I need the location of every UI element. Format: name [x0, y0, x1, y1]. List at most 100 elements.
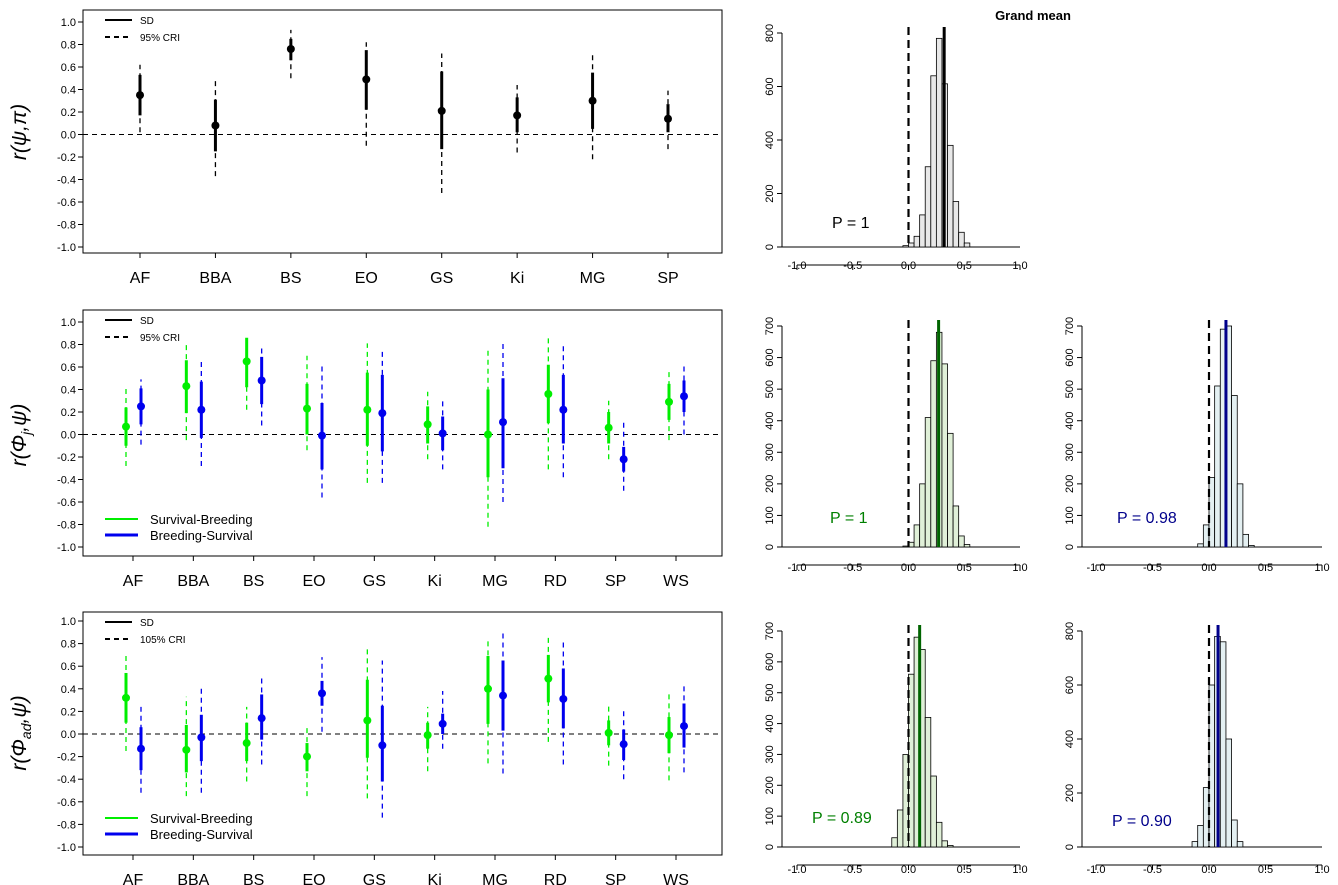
y-tick-label: 0: [764, 544, 776, 550]
mean-point: [604, 423, 613, 432]
histogram-bar: [919, 483, 926, 548]
x-tick-label: SP: [657, 270, 678, 287]
mean-point: [513, 111, 522, 120]
x-tick-label: -1.0: [1087, 562, 1106, 574]
x-tick-label: 0.0: [901, 260, 916, 272]
x-tick-label: Ki: [428, 872, 442, 885]
y-tick-label: -0.4: [57, 175, 76, 187]
y-tick-label: 0.8: [61, 40, 76, 52]
y-tick-label: 600: [1064, 676, 1076, 694]
y-tick-label: 0.4: [61, 385, 76, 397]
x-tick-label: 0.0: [901, 864, 916, 876]
mean-point: [559, 405, 568, 414]
mean-point: [182, 382, 191, 391]
y-tick-label: 300: [764, 443, 776, 461]
x-tick-label: RD: [544, 573, 567, 590]
x-tick-label: AF: [123, 872, 144, 885]
y-axis-label: r(Φad,ψ): [8, 695, 34, 770]
x-tick-label: BS: [280, 270, 301, 287]
plot-frame: [82, 309, 723, 557]
y-tick-label: 800: [1064, 622, 1076, 640]
legend-sd-label: SD: [140, 16, 154, 27]
y-tick-label: 0: [1064, 544, 1076, 550]
x-tick-label: BS: [243, 872, 264, 885]
y-tick-label: -0.8: [57, 520, 76, 532]
y-tick-label: 700: [764, 622, 776, 640]
histogram-bar: [1248, 545, 1255, 548]
x-tick-label: SP: [605, 573, 626, 590]
y-tick-label: 600: [764, 77, 776, 95]
y-tick-label: -0.6: [57, 797, 76, 809]
mean-point: [438, 719, 447, 728]
y-tick-label: -0.8: [57, 819, 76, 831]
histogram-bar: [891, 837, 898, 848]
histogram-panel-3: 0 100 200 300 400 500 600 700 -1.0 -0.5 0.0 0.5 1.0 P…: [1064, 317, 1330, 574]
x-tick-label: GS: [363, 872, 386, 885]
y-tick-label: 400: [1064, 412, 1076, 430]
x-tick-label: WS: [663, 872, 689, 885]
mean-point: [437, 106, 446, 115]
x-tick-label: BBA: [199, 270, 231, 287]
x-tick-label: -1.0: [788, 260, 807, 272]
y-tick-label: 1.0: [61, 616, 76, 628]
mean-point: [588, 96, 597, 105]
histogram-bar: [913, 235, 921, 248]
histogram-bar: [1231, 395, 1238, 548]
x-tick-label: -0.5: [843, 562, 862, 574]
y-tick-label: -0.4: [57, 475, 76, 487]
mean-point: [182, 745, 191, 754]
legend-series-label: Breeding-Survival: [150, 827, 253, 842]
x-tick-label: 0.5: [957, 260, 972, 272]
y-tick-label: 0: [764, 244, 776, 250]
y-tick-label: 700: [764, 317, 776, 335]
mean-point: [423, 731, 432, 740]
histogram-panel-4: 0 100 200 300 400 500 600 700 -1.0 -0.5 0.0 0.5 1.0 P…: [764, 622, 1028, 876]
mean-point: [257, 376, 266, 385]
y-tick-label: -1.0: [57, 542, 76, 554]
x-tick-label: -1.0: [788, 562, 807, 574]
x-tick-label: -1.0: [788, 864, 807, 876]
y-tick-label: 0.0: [61, 729, 76, 741]
histogram-bar: [947, 144, 954, 248]
mean-point: [362, 75, 371, 84]
mean-point: [664, 114, 672, 123]
histogram-bar: [1236, 483, 1244, 548]
probability-annotation: P = 0.98: [1117, 510, 1177, 527]
y-tick-label: 0.8: [61, 340, 76, 352]
dot-whisker-panel-2: 1.0 0.8 0.6 0.4 0.2 0.0 -0.2 -0.4 -0.6 -0.8 -1.0 r(…: [8, 309, 723, 590]
mean-point: [197, 405, 206, 414]
histogram-bar: [963, 242, 971, 248]
mean-point: [499, 691, 507, 700]
x-tick-label: 0.5: [1258, 864, 1273, 876]
y-tick-label: 300: [764, 745, 776, 763]
histogram-bar: [935, 821, 943, 848]
histogram-bar: [930, 360, 937, 548]
y-tick-label: 500: [764, 684, 776, 702]
histogram-bar: [1219, 641, 1227, 848]
x-tick-label: AF: [123, 573, 144, 590]
x-tick-label: 1.0: [1012, 260, 1027, 272]
y-axis-label: r(ψ,π): [8, 104, 31, 160]
mean-point: [499, 418, 507, 427]
x-tick-label: RD: [544, 872, 567, 885]
histogram-bar: [952, 505, 960, 548]
y-tick-label: 800: [764, 24, 776, 42]
histogram-bar: [958, 535, 965, 548]
y-tick-label: -0.2: [57, 152, 76, 164]
y-tick-label: 500: [1064, 380, 1076, 398]
histogram-bar: [924, 417, 932, 548]
mean-point: [559, 694, 568, 703]
x-tick-label: 1.0: [1314, 562, 1329, 574]
x-tick-label: MG: [580, 270, 606, 287]
legend-cri-label: 95% CRI: [140, 33, 180, 44]
histogram-bar: [1208, 477, 1216, 548]
y-tick-label: -0.2: [57, 452, 76, 464]
histogram-bar: [935, 37, 943, 248]
mean-point: [363, 716, 372, 725]
histogram-bar: [1242, 533, 1249, 548]
legend-sd-label: SD: [140, 618, 154, 629]
x-tick-label: EO: [302, 573, 325, 590]
y-tick-label: 100: [764, 506, 776, 524]
probability-annotation: P = 0.89: [812, 810, 872, 827]
x-tick-label: GS: [430, 270, 453, 287]
